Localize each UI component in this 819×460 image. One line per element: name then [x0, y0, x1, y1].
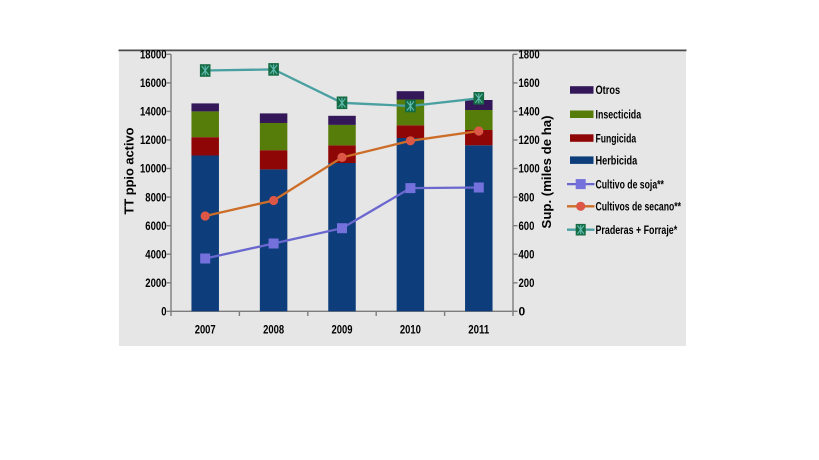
- svg-text:2011: 2011: [468, 323, 489, 337]
- svg-text:Cultivo de soja**: Cultivo de soja**: [596, 177, 665, 191]
- svg-text:2009: 2009: [332, 323, 353, 337]
- svg-text:14000: 14000: [140, 105, 167, 119]
- svg-text:12000: 12000: [140, 133, 167, 147]
- svg-text:2007: 2007: [195, 323, 216, 337]
- svg-text:1000: 1000: [519, 162, 540, 176]
- svg-text:0: 0: [519, 305, 526, 319]
- svg-text:2010: 2010: [400, 323, 421, 337]
- svg-text:Otros: Otros: [596, 83, 621, 97]
- svg-text:600: 600: [519, 219, 535, 233]
- svg-text:10000: 10000: [140, 162, 167, 176]
- svg-text:1800: 1800: [519, 48, 540, 62]
- svg-text:16000: 16000: [140, 76, 167, 90]
- svg-text:6000: 6000: [145, 219, 166, 233]
- svg-text:Sup. (miles de ha): Sup. (miles de ha): [540, 116, 554, 229]
- svg-text:8000: 8000: [145, 190, 166, 204]
- svg-text:Praderas + Forraje*: Praderas + Forraje*: [596, 223, 678, 237]
- svg-text:800: 800: [519, 190, 535, 204]
- svg-text:Insecticida: Insecticida: [596, 108, 642, 122]
- svg-text:2008: 2008: [263, 323, 284, 337]
- svg-text:400: 400: [519, 247, 535, 261]
- svg-text:1600: 1600: [519, 76, 540, 90]
- svg-text:200: 200: [519, 276, 535, 290]
- svg-text:1400: 1400: [519, 105, 540, 119]
- svg-text:TT ppio activo: TT ppio activo: [123, 127, 137, 214]
- svg-text:2000: 2000: [145, 276, 166, 290]
- svg-text:0: 0: [161, 305, 167, 319]
- svg-text:4000: 4000: [145, 247, 166, 261]
- svg-text:18000: 18000: [140, 48, 167, 62]
- svg-text:Cultivos de secano**: Cultivos de secano**: [596, 200, 682, 214]
- svg-text:Fungicida: Fungicida: [596, 131, 637, 145]
- svg-text:1200: 1200: [519, 133, 540, 147]
- svg-text:Herbicida: Herbicida: [596, 153, 638, 167]
